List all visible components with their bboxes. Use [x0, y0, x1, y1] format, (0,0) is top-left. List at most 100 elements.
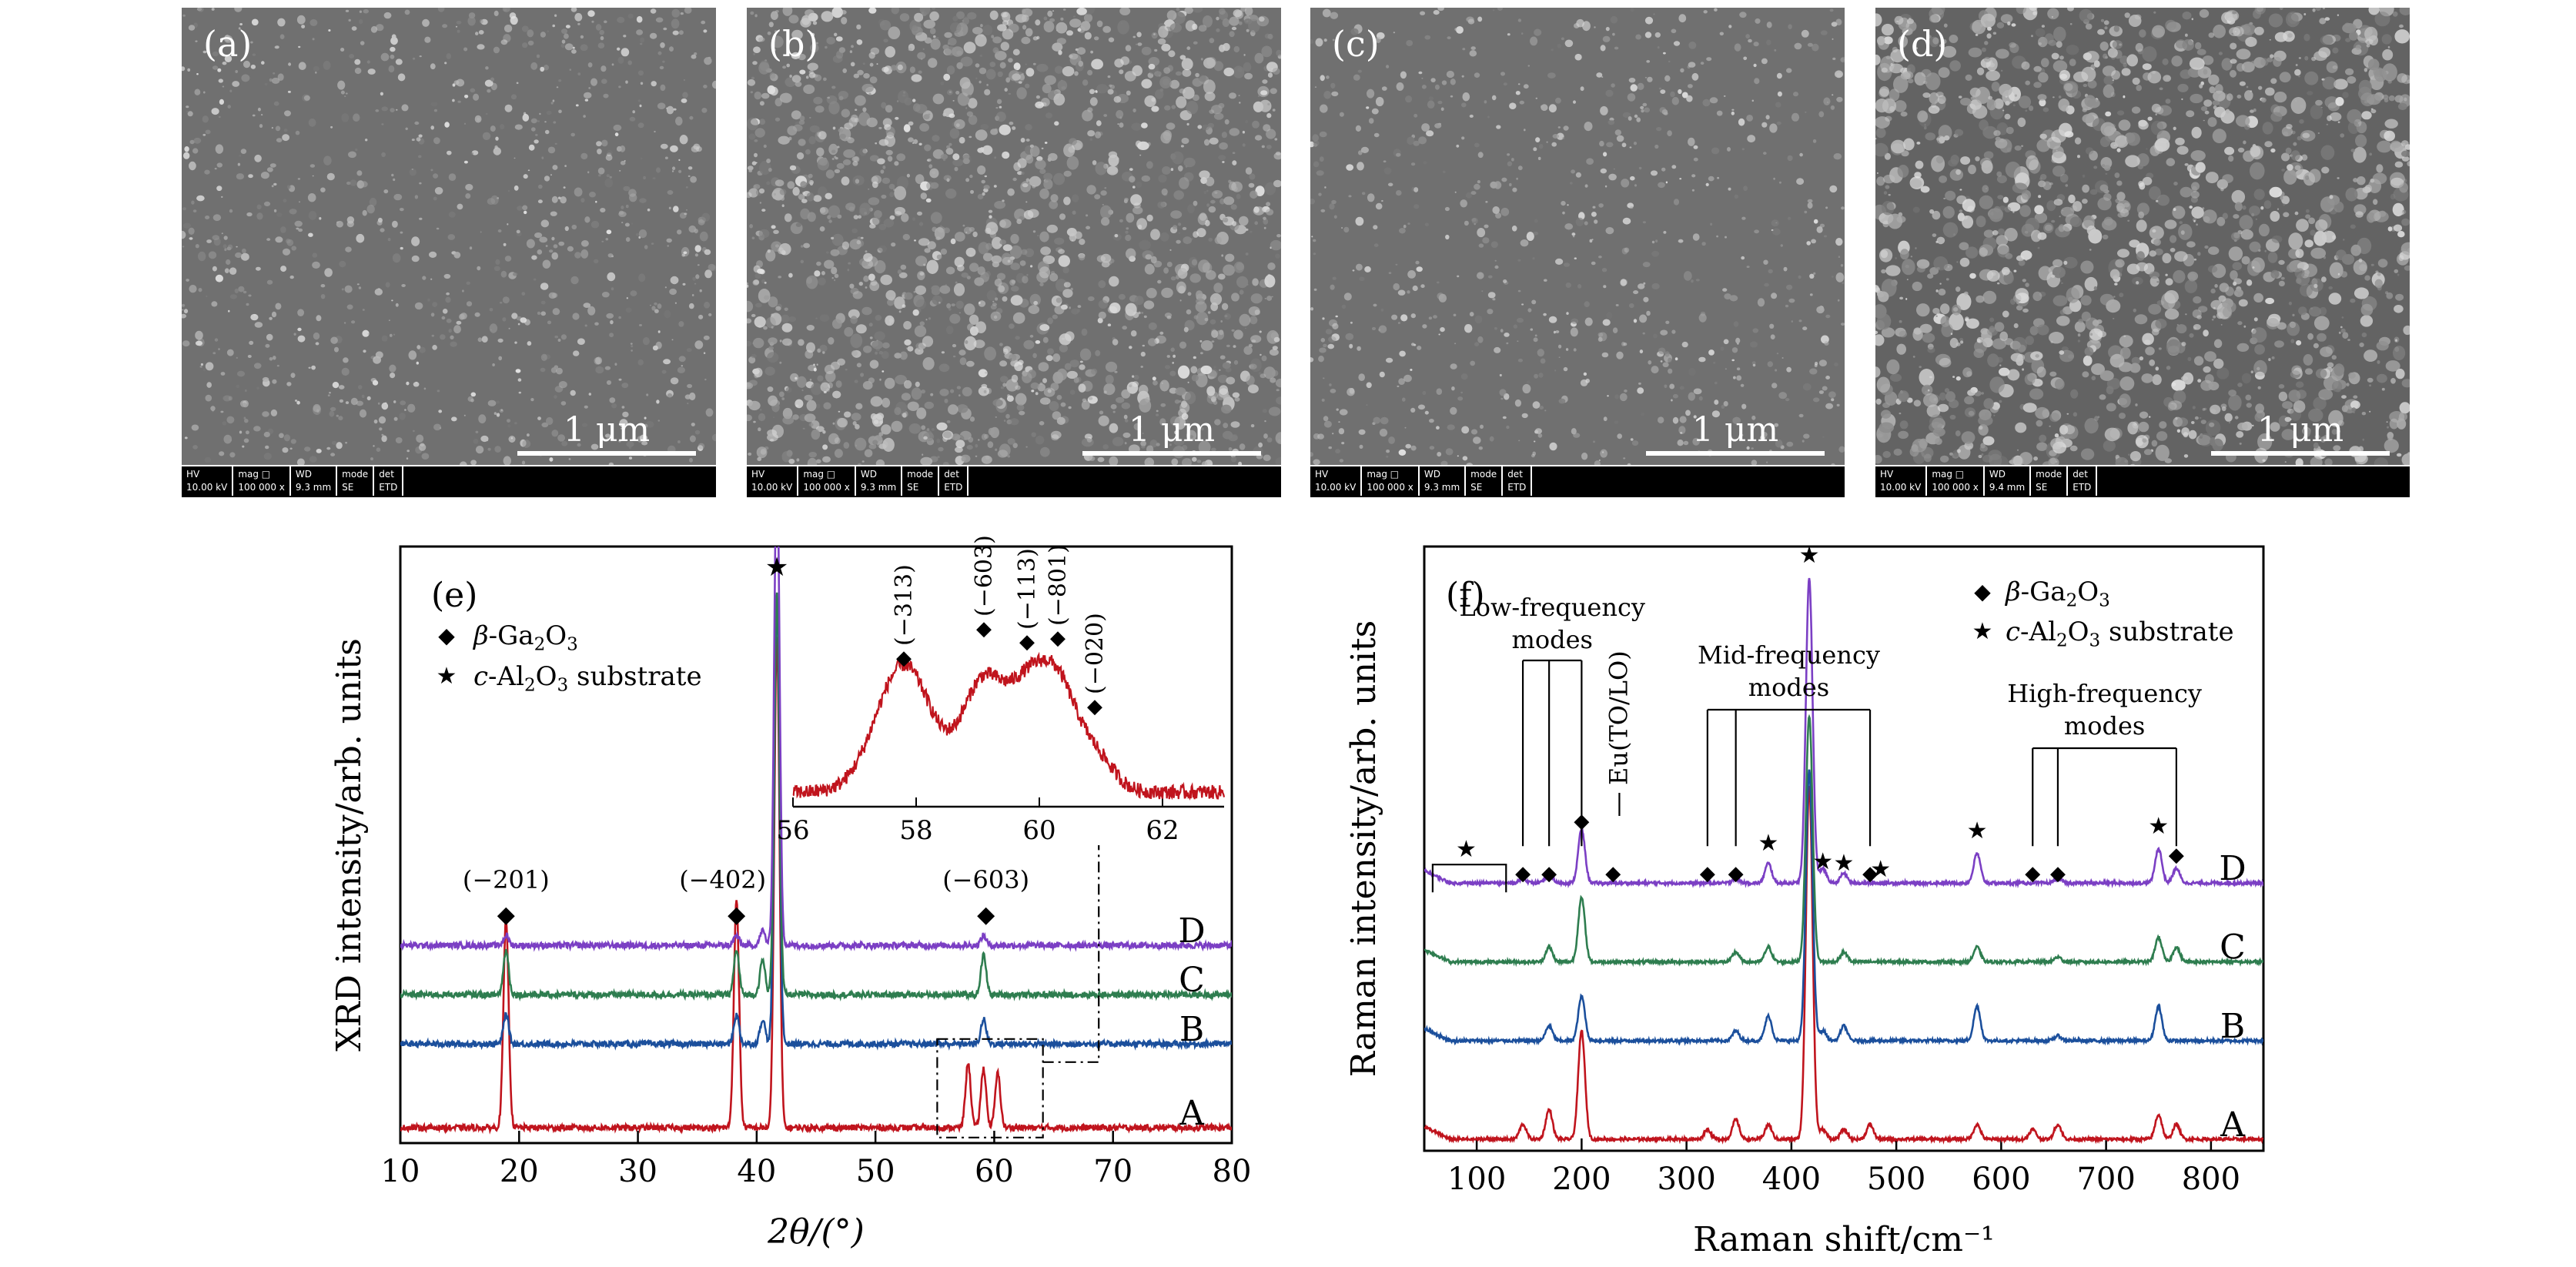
sem-grain — [1491, 95, 1497, 101]
sem-grain — [1573, 348, 1577, 352]
sem-grain — [1662, 362, 1669, 368]
sem-grain — [316, 315, 322, 322]
sem-grain — [193, 137, 202, 144]
sem-grain — [1321, 398, 1325, 402]
sem-grain — [1882, 450, 1891, 458]
sem-grain — [1349, 388, 1355, 394]
sem-grain — [508, 436, 516, 443]
sem-grain — [936, 438, 941, 443]
sem-grain — [962, 386, 972, 396]
sem-grain — [572, 313, 580, 320]
sem-grain — [452, 99, 455, 102]
sem-grain — [832, 55, 843, 63]
sem-grain — [1693, 157, 1698, 162]
sem-grain — [1688, 42, 1697, 49]
sem-grain — [2277, 208, 2280, 210]
sem-grain — [1152, 376, 1156, 381]
sem-grain — [1141, 312, 1144, 314]
sem-grain — [1732, 416, 1741, 425]
sem-grain — [1343, 226, 1350, 233]
sem-grain — [453, 252, 461, 259]
sem-grain — [399, 413, 406, 420]
sem-grain — [2347, 75, 2357, 84]
sem-grain — [357, 385, 363, 389]
sem-grain — [1259, 330, 1262, 333]
sem-grain — [882, 397, 891, 408]
sem-grain — [832, 126, 836, 130]
sem-grain — [664, 309, 671, 319]
sem-grain — [367, 69, 376, 75]
sem-grain — [336, 220, 343, 228]
sem-grain — [186, 279, 189, 282]
sem-grain — [753, 52, 756, 55]
sem-grain — [1733, 321, 1739, 327]
sem-grain — [1992, 338, 2006, 349]
sem-grain — [950, 389, 955, 393]
sem-grain — [931, 285, 940, 292]
sem-grain — [767, 352, 779, 363]
sem-grain — [773, 48, 776, 52]
sem-grain — [2228, 421, 2231, 424]
sem-grain — [1771, 219, 1779, 227]
sem-grain — [1706, 57, 1712, 62]
sem-grain — [1035, 159, 1046, 170]
sem-grain — [2294, 165, 2301, 171]
sem-grain — [2154, 248, 2163, 256]
sem-grain — [818, 131, 827, 140]
sem-grain — [1173, 437, 1185, 446]
sem-grain — [922, 336, 934, 347]
sem-grain — [1538, 373, 1544, 378]
sem-grain — [480, 435, 489, 443]
sem-grain — [323, 61, 331, 70]
sem-grain — [2214, 284, 2218, 288]
sem-grain — [446, 318, 452, 323]
sem-grain — [834, 279, 836, 282]
sem-grain — [1323, 377, 1325, 379]
sem-grain — [1012, 312, 1025, 324]
sem-grain — [1539, 144, 1544, 149]
sem-grain — [1160, 403, 1166, 407]
sem-grain — [681, 253, 685, 257]
sem-grain — [2399, 24, 2404, 28]
sem-grain — [329, 410, 335, 417]
sem-grain — [1066, 30, 1073, 36]
sem-grain — [856, 39, 863, 45]
sem-grain — [450, 335, 454, 339]
sem-grain — [1169, 370, 1176, 376]
sem-grain — [1047, 348, 1054, 355]
sem-grain — [1547, 72, 1556, 79]
sem-grain — [705, 408, 714, 417]
sem-grain — [1660, 329, 1668, 336]
sem-grain — [2147, 71, 2162, 84]
sem-grain — [1373, 243, 1379, 247]
sem-grain — [2089, 249, 2092, 251]
sem-grain — [372, 379, 379, 386]
sem-grain — [663, 27, 667, 31]
sem-grain — [226, 259, 231, 266]
sem-grain — [1746, 266, 1750, 268]
sem-grain — [1989, 376, 2005, 393]
sem-grain — [629, 116, 636, 122]
sem-grain — [604, 366, 611, 370]
sem-grain — [2005, 161, 2021, 178]
sem-grain — [1378, 325, 1387, 333]
sem-grain — [944, 398, 948, 403]
sem-grain — [613, 124, 622, 132]
sem-grain — [1889, 63, 1904, 74]
sem-grain — [640, 37, 644, 43]
sem-grain — [1105, 374, 1114, 385]
sem-grain — [1025, 178, 1030, 182]
sem-grain — [1745, 34, 1750, 39]
sem-grain — [1138, 311, 1141, 315]
sem-grain — [827, 215, 831, 219]
sem-grain — [1634, 184, 1637, 187]
sem-grain — [1509, 102, 1517, 109]
sem-grain — [801, 245, 804, 248]
sem-grain — [1642, 102, 1648, 107]
sem-grain — [968, 115, 978, 125]
sem-grain — [2113, 25, 2119, 32]
sem-grain — [765, 249, 776, 262]
sem-grain — [2273, 92, 2287, 103]
sem-grain — [1642, 221, 1646, 224]
sem-grain — [1731, 359, 1735, 362]
